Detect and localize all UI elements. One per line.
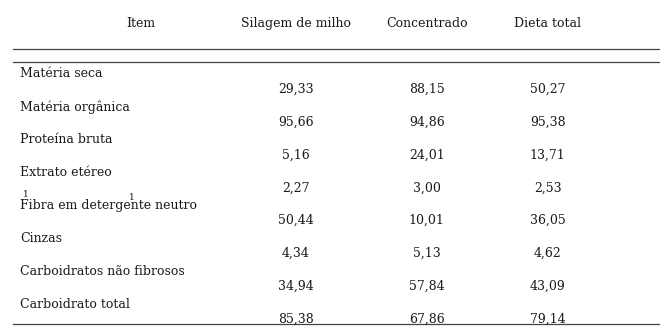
Text: 85,38: 85,38 [278,313,314,326]
Text: 94,86: 94,86 [409,116,445,128]
Text: 5,13: 5,13 [413,247,441,260]
Text: 79,14: 79,14 [530,313,566,326]
Text: 13,71: 13,71 [530,149,566,161]
Text: 4,62: 4,62 [534,247,562,260]
Text: 5,16: 5,16 [282,149,310,161]
Text: 88,15: 88,15 [409,83,445,95]
Text: Fibra em detergente neutro: Fibra em detergente neutro [20,199,197,212]
Text: 95,38: 95,38 [530,116,566,128]
Text: 1: 1 [23,190,29,199]
Text: Carboidrato total: Carboidrato total [20,298,130,311]
Text: 50,27: 50,27 [530,83,565,95]
Text: Matéria orgânica: Matéria orgânica [20,100,130,114]
Text: 3,00: 3,00 [413,181,441,194]
Text: 34,94: 34,94 [278,280,314,293]
Text: Cinzas: Cinzas [20,232,62,245]
Text: 95,66: 95,66 [278,116,314,128]
Text: 4,34: 4,34 [282,247,310,260]
Text: 50,44: 50,44 [278,214,314,227]
Text: Item: Item [126,17,156,30]
Text: Extrato etéreo: Extrato etéreo [20,166,112,179]
Text: 36,05: 36,05 [530,214,566,227]
Text: Carboidratos não fibrosos: Carboidratos não fibrosos [20,265,185,278]
Text: 43,09: 43,09 [530,280,566,293]
Text: 29,33: 29,33 [278,83,314,95]
Text: 24,01: 24,01 [409,149,445,161]
Text: 2,27: 2,27 [282,181,309,194]
Text: 67,86: 67,86 [409,313,445,326]
Text: Silagem de milho: Silagem de milho [241,17,351,30]
Text: Proteína bruta: Proteína bruta [20,133,113,146]
Text: Matéria seca: Matéria seca [20,68,103,80]
Text: 1: 1 [128,193,134,202]
Text: 2,53: 2,53 [534,181,562,194]
Text: 10,01: 10,01 [409,214,445,227]
Text: 57,84: 57,84 [409,280,445,293]
Text: Concentrado: Concentrado [386,17,468,30]
Text: Dieta total: Dieta total [514,17,581,30]
